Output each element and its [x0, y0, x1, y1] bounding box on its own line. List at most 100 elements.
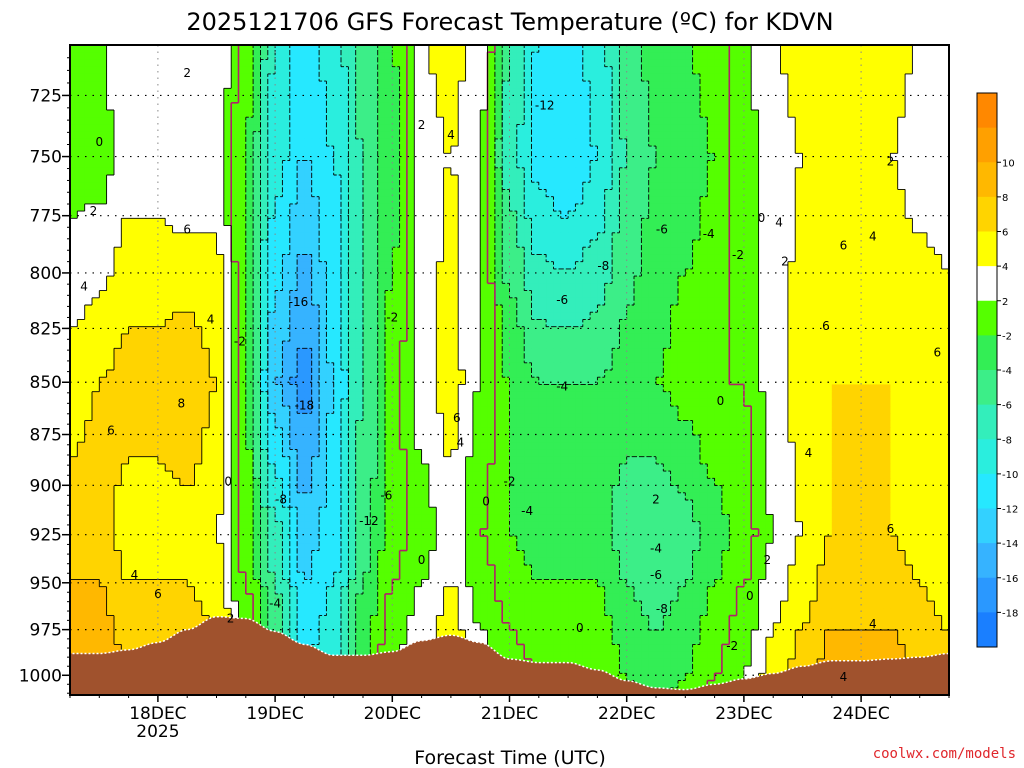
temperature-cell	[319, 305, 327, 313]
temperature-cell	[721, 153, 730, 162]
temperature-cell	[861, 45, 870, 53]
temperature-cell	[150, 117, 159, 126]
temperature-cell	[297, 305, 305, 313]
temperature-cell	[253, 247, 262, 256]
temperature-cell	[253, 45, 262, 53]
temperature-cell	[143, 95, 152, 104]
temperature-cell	[494, 203, 503, 212]
temperature-cell	[582, 319, 591, 328]
temperature-cell	[809, 153, 818, 162]
temperature-cell	[714, 203, 723, 212]
temperature-cell	[128, 138, 137, 147]
temperature-cell	[524, 66, 533, 75]
temperature-cell	[106, 203, 115, 212]
temperature-cell	[853, 110, 862, 118]
temperature-cell	[590, 312, 598, 321]
temperature-cell	[941, 333, 949, 342]
temperature-cell	[414, 211, 423, 219]
temperature-cell	[604, 261, 613, 270]
temperature-cell	[70, 73, 78, 82]
temperature-cell	[619, 131, 628, 140]
temperature-cell	[809, 138, 818, 147]
temperature-cell	[172, 297, 181, 306]
temperature-cell	[297, 146, 305, 154]
temperature-cell	[363, 81, 371, 89]
temperature-cell	[348, 261, 357, 270]
temperature-cell	[912, 45, 921, 53]
temperature-cell	[560, 160, 569, 169]
temperature-cell	[927, 305, 935, 313]
temperature-cell	[531, 283, 540, 292]
temperature-cell	[729, 117, 738, 126]
temperature-cell	[84, 196, 93, 205]
temperature-cell	[450, 333, 459, 342]
temperature-cell	[905, 59, 913, 68]
temperature-cell	[765, 160, 774, 169]
temperature-cell	[223, 333, 232, 342]
temperature-cell	[941, 305, 949, 313]
temperature-cell	[685, 81, 694, 89]
temperature-cell	[516, 52, 525, 61]
temperature-cell	[77, 211, 86, 219]
temperature-cell	[414, 203, 423, 212]
temperature-cell	[677, 102, 686, 111]
temperature-cell	[905, 261, 913, 270]
temperature-cell	[392, 160, 401, 169]
temperature-cell	[472, 232, 481, 241]
temperature-cell	[883, 117, 891, 126]
temperature-cell	[428, 45, 437, 53]
temperature-cell	[363, 189, 371, 198]
temperature-cell	[436, 218, 445, 227]
temperature-cell	[502, 341, 511, 349]
temperature-cell	[106, 66, 115, 75]
temperature-cell	[883, 232, 891, 241]
temperature-cell	[853, 167, 862, 176]
temperature-cell	[538, 283, 547, 292]
temperature-cell	[450, 276, 459, 284]
temperature-cell	[516, 283, 525, 292]
temperature-cell	[912, 160, 921, 169]
temperature-cell	[194, 45, 203, 53]
temperature-cell	[597, 45, 606, 53]
temperature-cell	[450, 319, 459, 328]
temperature-cell	[582, 102, 591, 111]
temperature-cell	[502, 211, 511, 219]
temperature-cell	[677, 211, 686, 219]
temperature-cell	[575, 160, 584, 169]
temperature-cell	[99, 319, 108, 328]
temperature-cell	[333, 268, 342, 277]
temperature-cell	[765, 326, 774, 335]
temperature-cell	[590, 102, 598, 111]
temperature-cell	[165, 305, 174, 313]
temperature-cell	[560, 102, 569, 111]
temperature-cell	[883, 153, 891, 162]
temperature-cell	[736, 73, 745, 82]
temperature-cell	[699, 102, 708, 111]
temperature-cell	[267, 110, 276, 118]
temperature-cell	[187, 189, 196, 198]
temperature-cell	[546, 81, 555, 89]
temperature-cell	[406, 333, 415, 342]
temperature-cell	[568, 131, 577, 140]
temperature-cell	[297, 268, 305, 277]
temperature-cell	[524, 146, 533, 154]
temperature-cell	[824, 305, 833, 313]
temperature-cell	[883, 326, 891, 335]
temperature-cell	[765, 312, 774, 321]
temperature-cell	[399, 290, 408, 299]
temperature-cell	[70, 276, 78, 284]
temperature-cell	[458, 247, 467, 256]
temperature-cell	[450, 196, 459, 205]
temperature-cell	[91, 203, 100, 212]
temperature-cell	[846, 261, 855, 270]
temperature-cell	[209, 290, 218, 299]
temperature-cell	[707, 52, 716, 61]
temperature-cell	[260, 189, 269, 198]
temperature-cell	[363, 160, 371, 169]
temperature-cell	[787, 211, 796, 219]
temperature-cell	[795, 59, 804, 68]
temperature-cell	[487, 283, 496, 292]
temperature-cell	[751, 167, 760, 176]
temperature-cell	[773, 276, 782, 284]
temperature-cell	[626, 254, 635, 263]
